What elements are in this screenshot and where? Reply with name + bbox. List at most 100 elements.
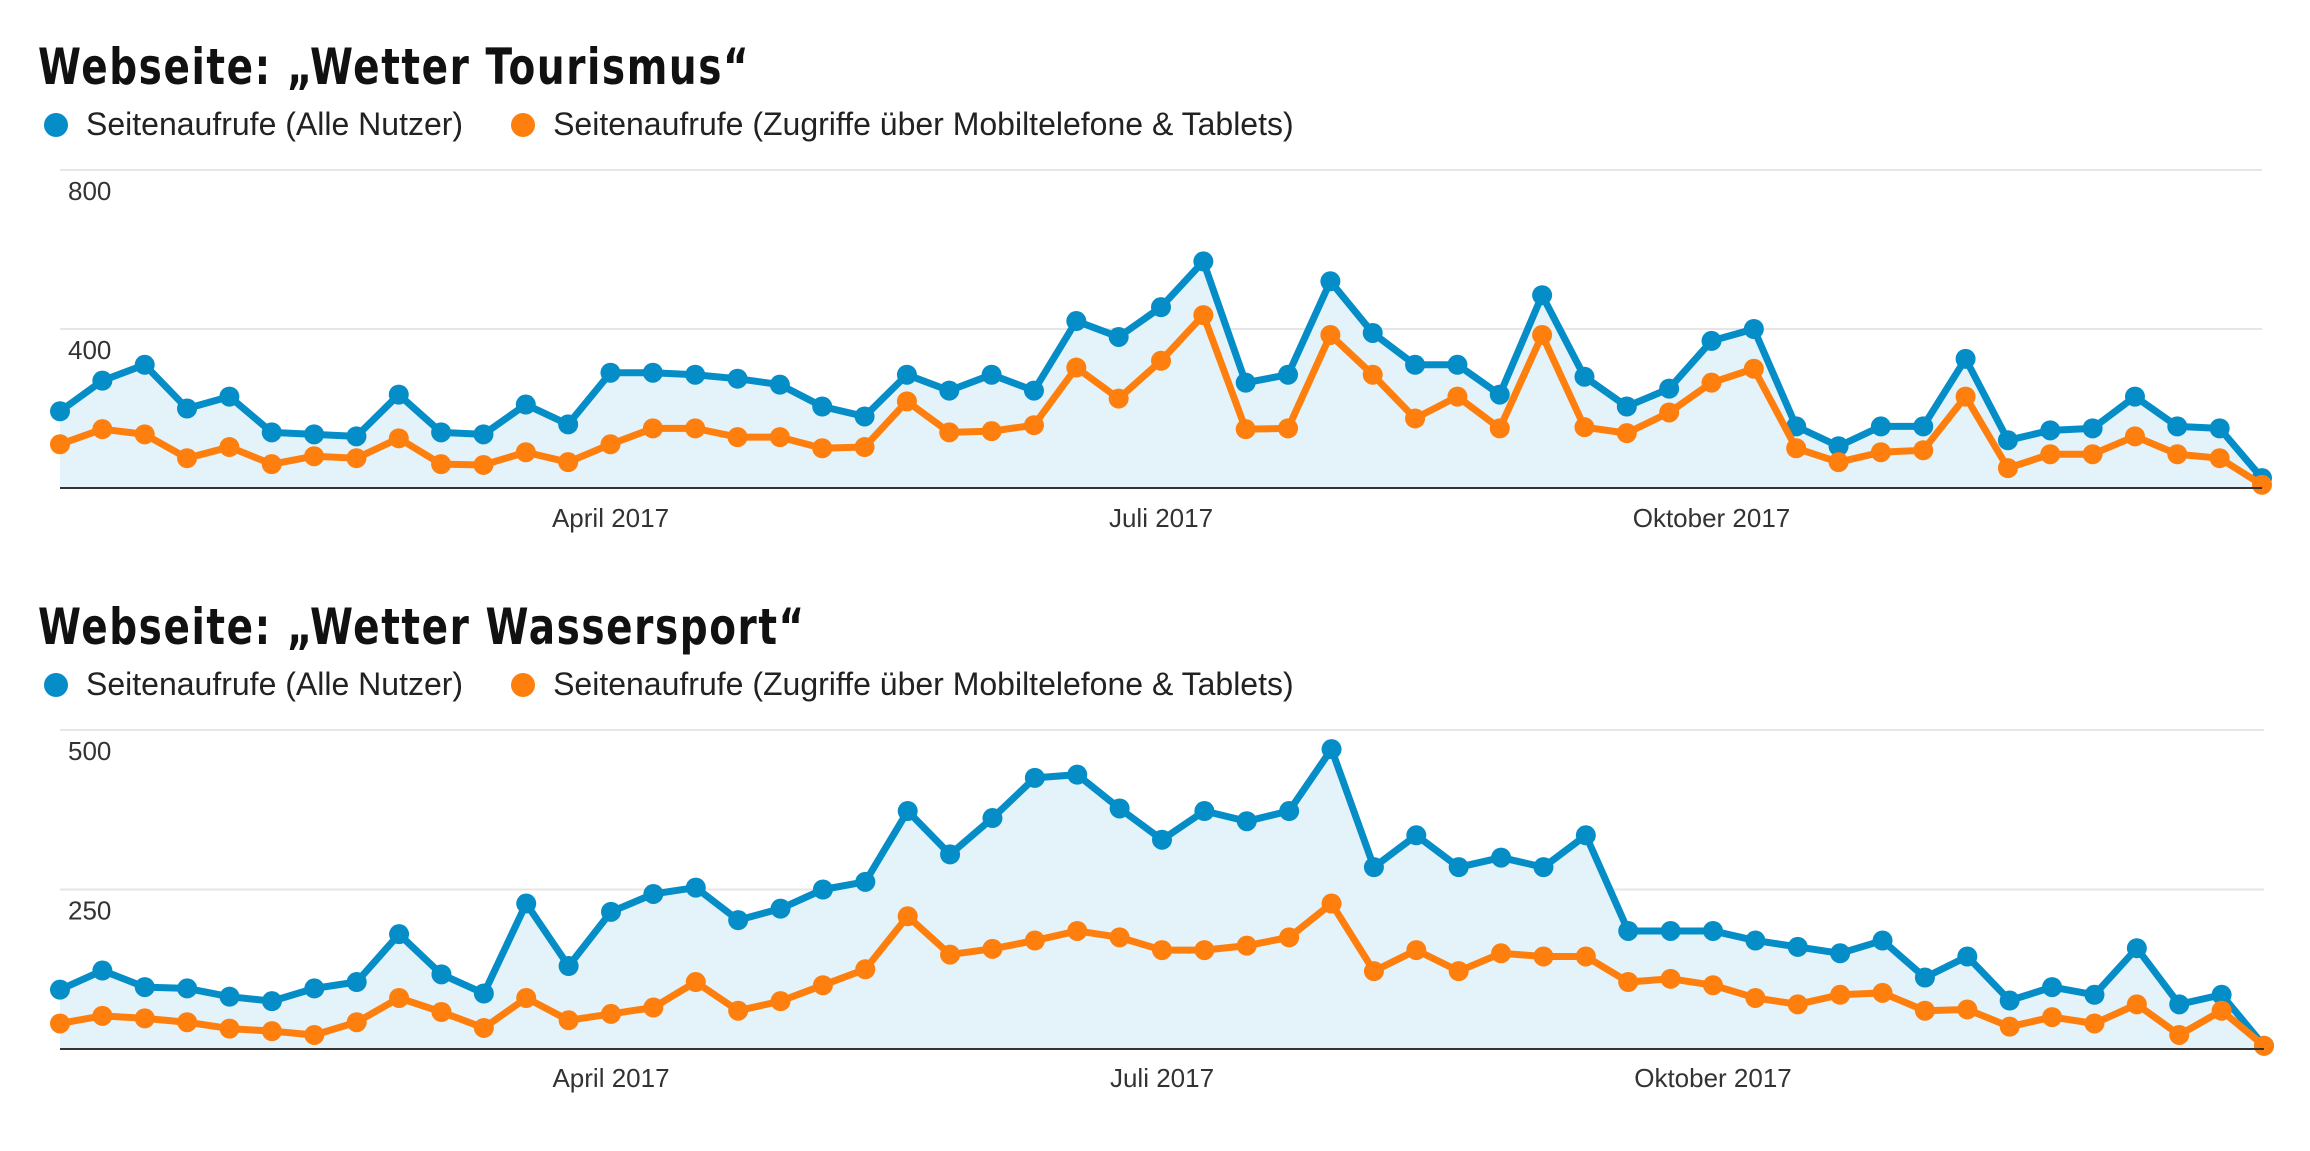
data-point-all-users [558, 956, 579, 977]
data-point-all-users [1151, 297, 1171, 318]
data-point-all-users [982, 808, 1003, 829]
data-point-all-users [1660, 920, 1681, 941]
data-point-all-users [134, 354, 155, 375]
data-point-all-users [219, 386, 240, 407]
data-point-all-users [473, 983, 494, 1004]
data-point-mobile [515, 442, 536, 463]
data-point-all-users [304, 978, 325, 999]
data-point-mobile [1066, 357, 1087, 378]
data-point-all-users [1787, 936, 1808, 957]
y-tick-label: 250 [68, 896, 111, 926]
legend-label: Seitenaufrufe (Zugriffe über Mobiltelefo… [553, 666, 1294, 702]
data-point-mobile [1194, 940, 1215, 961]
data-point-all-users [770, 898, 791, 919]
data-point-mobile [1405, 408, 1426, 429]
data-point-mobile [2252, 474, 2272, 495]
data-point-all-users [389, 924, 410, 945]
legend-marker-icon [511, 672, 536, 697]
data-point-mobile [1152, 940, 1172, 961]
data-point-all-users [981, 364, 1002, 385]
data-point-all-users [2042, 977, 2063, 998]
data-point-mobile [855, 959, 876, 980]
data-point-mobile [346, 448, 367, 469]
data-point-all-users [897, 801, 918, 822]
data-point-all-users [1067, 764, 1088, 785]
data-point-all-users [1193, 251, 1214, 272]
data-point-all-users [855, 871, 876, 892]
series-area-all-users [60, 261, 2262, 488]
data-point-all-users [558, 414, 579, 435]
data-point-mobile [1743, 358, 1764, 379]
data-point-all-users [1405, 354, 1426, 375]
data-point-all-users [1997, 430, 2018, 451]
data-point-mobile [1447, 386, 1468, 407]
data-point-all-users [1618, 920, 1639, 941]
data-point-mobile [1997, 458, 2018, 479]
data-point-mobile [1870, 442, 1891, 463]
data-point-all-users [2167, 416, 2188, 437]
data-point-all-users [728, 910, 749, 931]
data-point-all-users [812, 396, 833, 417]
data-point-all-users [896, 364, 917, 385]
data-point-mobile [1616, 423, 1637, 444]
data-point-mobile [2169, 1024, 2190, 1045]
data-point-all-users [1321, 739, 1342, 760]
data-point-mobile [1235, 419, 1256, 440]
data-point-all-users [50, 979, 70, 1000]
data-point-all-users [2126, 938, 2147, 959]
data-point-all-users [2082, 418, 2103, 439]
data-point-all-users [1448, 857, 1469, 878]
data-point-all-users [1109, 798, 1130, 819]
legend-marker-icon [44, 672, 68, 697]
legend: Seitenaufrufe (Alle Nutzer) Seitenaufruf… [44, 106, 1342, 143]
data-point-all-users [1533, 857, 1554, 878]
y-tick-label: 500 [68, 736, 111, 766]
data-point-mobile [50, 434, 70, 455]
data-point-mobile [1575, 946, 1596, 967]
data-point-all-users [1913, 416, 1934, 437]
data-point-mobile [558, 1010, 579, 1031]
chart-panel-tourismus: Webseite: „Wetter Tourismus“ Seitenaufru… [0, 30, 2310, 560]
data-point-all-users [1872, 930, 1893, 951]
data-point-all-users [1957, 946, 1978, 967]
data-point-mobile [1321, 893, 1342, 914]
data-point-all-users [346, 426, 367, 447]
data-point-all-users [177, 398, 198, 419]
chart-panel-wassersport: Webseite: „Wetter Wassersport“ Seitenauf… [0, 590, 2310, 1130]
data-point-mobile [1193, 305, 1214, 326]
data-point-mobile [1955, 386, 1976, 407]
data-point-mobile [516, 987, 537, 1008]
data-point-mobile [219, 437, 240, 458]
data-point-all-users [1278, 364, 1299, 385]
legend-item-all-users[interactable]: Seitenaufrufe (Alle Nutzer) [44, 106, 463, 143]
data-point-all-users [346, 972, 367, 993]
legend-item-all-users[interactable]: Seitenaufrufe (Alle Nutzer) [44, 666, 463, 703]
data-point-all-users [727, 368, 748, 389]
legend-item-mobile[interactable]: Seitenaufrufe (Zugriffe über Mobiltelefo… [511, 106, 1294, 143]
data-point-all-users [812, 879, 833, 900]
x-tick-label: April 2017 [552, 1063, 669, 1093]
data-point-mobile [261, 1021, 282, 1042]
legend-item-mobile[interactable]: Seitenaufrufe (Zugriffe über Mobiltelefo… [511, 666, 1294, 703]
data-point-all-users [600, 362, 621, 383]
data-point-all-users [854, 406, 875, 427]
data-point-mobile [1109, 927, 1130, 948]
data-point-all-users [2124, 386, 2145, 407]
data-point-all-users [1830, 943, 1851, 964]
chart-svg: 800 400 April 2017 Juli 2017 Oktober 2017 [50, 169, 2272, 533]
data-point-mobile [1957, 999, 1978, 1020]
data-point-mobile [219, 1018, 240, 1039]
data-point-mobile [2126, 994, 2147, 1015]
data-point-mobile [388, 428, 409, 449]
data-point-all-users [50, 401, 70, 422]
data-point-mobile [1659, 402, 1680, 423]
data-point-mobile [685, 418, 706, 439]
data-point-all-users [304, 424, 325, 445]
data-point-all-users [1024, 767, 1045, 788]
data-point-all-users [1616, 396, 1637, 417]
chart-svg: 500 250 April 2017 Juli 2017 Oktober 2017 [50, 729, 2274, 1093]
data-point-mobile [1532, 324, 1553, 345]
data-point-all-users [1362, 322, 1383, 343]
data-point-all-users [1236, 811, 1257, 832]
data-point-all-users [685, 364, 706, 385]
